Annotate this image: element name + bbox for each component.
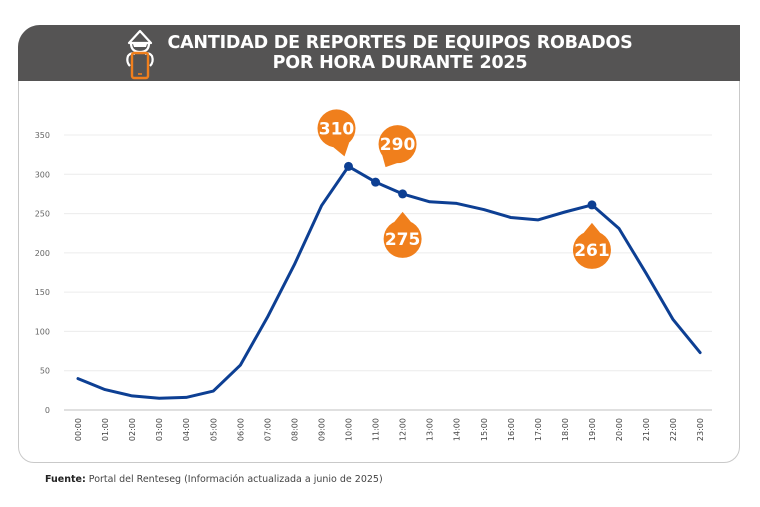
- y-tick-label: 50: [40, 367, 50, 376]
- y-tick-label: 350: [35, 131, 50, 140]
- y-tick-label: 150: [35, 288, 50, 297]
- series-line-reportes: [76, 164, 702, 400]
- x-tick-label: 19:00: [588, 418, 597, 441]
- annotation-circle: [317, 109, 356, 148]
- annotation-bubble: 310: [317, 109, 356, 157]
- y-axis-ticks: 0 50 100 150 200 250 300 350: [35, 131, 50, 415]
- data-point-marker: [398, 189, 408, 199]
- x-tick-label: 16:00: [507, 418, 516, 441]
- chart-title-line-2: POR HORA DURANTE 2025: [272, 53, 528, 73]
- source-note: Fuente: Portal del Renteseg (Información…: [45, 474, 383, 485]
- x-tick-label: 02:00: [128, 418, 137, 441]
- y-tick-label: 250: [35, 210, 50, 219]
- x-tick-label: 05:00: [209, 418, 218, 441]
- annotation-label: 275: [385, 230, 421, 250]
- x-tick-label: 14:00: [453, 418, 462, 441]
- annotations: 310 290 275 261: [317, 109, 611, 269]
- x-tick-label: 12:00: [399, 418, 408, 441]
- gridlines: [64, 134, 712, 411]
- annotation-label: 290: [380, 135, 416, 155]
- annotation-bubble: 261: [572, 222, 611, 269]
- x-tick-label: 06:00: [236, 418, 245, 441]
- source-label: Fuente:: [45, 474, 86, 485]
- chart-card: [18, 25, 740, 463]
- x-tick-label: 09:00: [317, 418, 326, 441]
- x-tick-label: 23:00: [696, 418, 705, 441]
- annotation-circle: [572, 230, 611, 269]
- source-text: Portal del Renteseg (Información actuali…: [85, 474, 383, 485]
- x-tick-label: 20:00: [615, 418, 624, 441]
- chart-title: CANTIDAD DE REPORTES DE EQUIPOS ROBADOS …: [150, 33, 650, 73]
- x-tick-label: 08:00: [290, 418, 299, 441]
- annotation-pointer: [394, 211, 411, 222]
- data-point-marker: [371, 177, 381, 187]
- annotation-bubble: 275: [383, 211, 422, 258]
- x-tick-label: 22:00: [669, 418, 678, 441]
- x-tick-label: 00:00: [74, 418, 83, 441]
- x-axis-ticks: 00:00 01:00 02:00 03:00 04:00 05:00 06:00 07:00…: [74, 418, 705, 441]
- x-tick-label: 21:00: [642, 418, 651, 441]
- annotation-circle: [383, 219, 422, 258]
- x-tick-label: 18:00: [561, 418, 570, 441]
- data-point-marker: [344, 161, 353, 171]
- annotation-label: 261: [574, 241, 610, 261]
- x-tick-label: 10:00: [345, 418, 354, 441]
- annotation-pointer: [583, 222, 601, 233]
- data-point-marker: [587, 200, 597, 210]
- x-tick-label: 15:00: [480, 418, 489, 441]
- annotation-bubble: 290: [378, 125, 417, 168]
- annotation-circle: [378, 125, 417, 164]
- y-tick-label: 0: [45, 406, 50, 415]
- x-tick-label: 01:00: [101, 418, 110, 441]
- x-tick-label: 07:00: [263, 418, 272, 441]
- x-tick-label: 11:00: [372, 418, 381, 441]
- x-tick-label: 03:00: [155, 418, 164, 441]
- x-tick-label: 17:00: [534, 418, 543, 441]
- x-tick-label: 04:00: [182, 418, 191, 441]
- data-markers: [344, 161, 597, 210]
- hooded-thief-with-phone-icon: [126, 29, 154, 80]
- y-tick-label: 200: [35, 249, 50, 258]
- y-tick-label: 100: [35, 327, 50, 336]
- y-tick-label: 300: [35, 170, 50, 179]
- annotation-label: 310: [319, 119, 355, 139]
- x-tick-label: 13:00: [426, 418, 435, 441]
- chart-title-line-1: CANTIDAD DE REPORTES DE EQUIPOS ROBADOS: [167, 33, 633, 53]
